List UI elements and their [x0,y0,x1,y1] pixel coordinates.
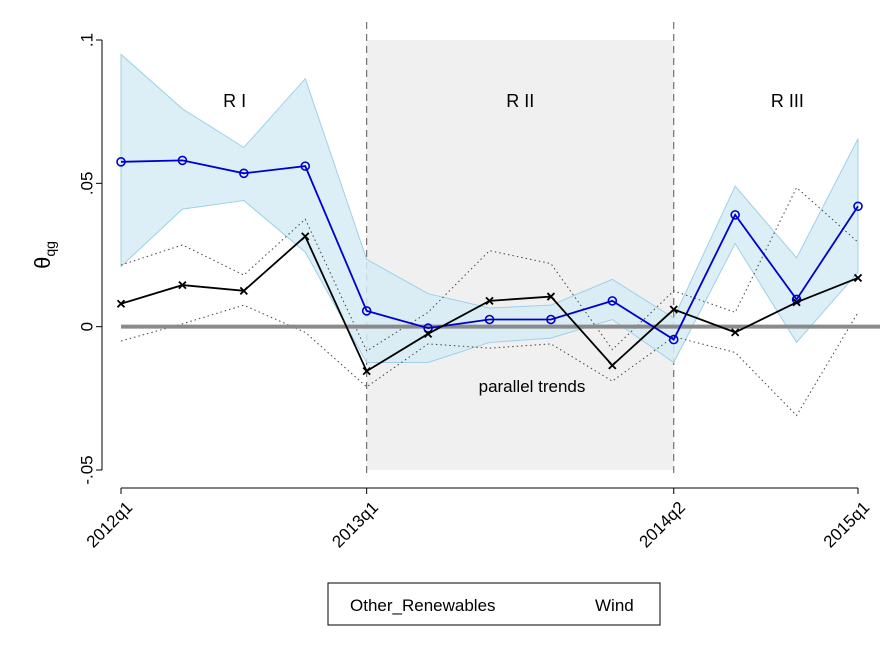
y-axis-label-symbol: θ [30,257,55,269]
y-tick-label-.1: .1 [77,33,96,47]
legend-entry-wind: Wind [595,596,634,615]
region-label-r-ii: R II [506,91,534,111]
y-axis-label: θqg [30,241,58,269]
point-wind-2012q1 [116,299,126,308]
point-wind-2014q4 [792,298,801,307]
region-label-r-i: R I [223,91,246,111]
point-wind-2014q1 [608,361,617,370]
point-other-renewables-2014q2 [668,334,679,345]
y-tick-label-0: 0 [77,322,96,331]
point-wind-2012q4 [301,232,310,241]
y-axis-label-subscript: qg [42,241,58,257]
y-tick-label--.05: -.05 [77,455,96,484]
point-other-renewables-2013q4 [546,314,556,325]
point-wind-2014q3 [731,328,740,337]
series-layer [116,155,863,376]
point-wind-2012q2 [178,280,187,290]
parallel-trends-annotation: parallel trends [479,377,586,396]
region-label-r-iii: R III [771,91,804,111]
x-tick-label-2012q1: 2012q1 [83,498,137,552]
point-other-renewables-2012q3 [239,168,249,179]
point-other-renewables-2013q1 [361,306,372,316]
regions-layer [366,22,675,478]
point-wind-2012q3 [239,286,248,295]
point-other-renewables-2012q4 [300,161,311,171]
x-tick-label-2014q2: 2014q2 [636,498,690,552]
point-wind-2015q1 [853,273,863,283]
point-wind-2013q3 [485,296,494,306]
point-other-renewables-2014q1 [607,296,618,306]
x-tick-label-2015q1: 2015q1 [820,498,874,552]
x-tick-label-2013q1: 2013q1 [328,498,382,552]
point-wind-2013q4 [546,292,556,301]
legend: Other_Renewables Wind [327,582,661,626]
point-other-renewables-2014q3 [730,210,740,220]
shaded-region-r-ii [366,40,674,470]
point-other-renewables-2012q1 [116,157,126,167]
point-other-renewables-2013q3 [484,314,495,325]
point-wind-2013q1 [362,366,371,376]
point-other-renewables-2015q1 [853,201,863,212]
point-other-renewables-2013q2 [423,323,433,333]
ci-band-other-renewables [120,53,859,364]
point-wind-2013q2 [423,329,433,338]
point-wind-2014q2 [669,305,678,314]
y-tick-label-.05: .05 [77,172,96,196]
series-line-other-renewables [120,159,859,341]
point-other-renewables-2012q2 [177,155,188,166]
labels-layer: parallel trends R I R II R III [223,91,804,396]
confidence-bands [120,53,859,417]
legend-entry-other-renewables: Other_Renewables [350,596,496,615]
legend-box [327,582,661,626]
